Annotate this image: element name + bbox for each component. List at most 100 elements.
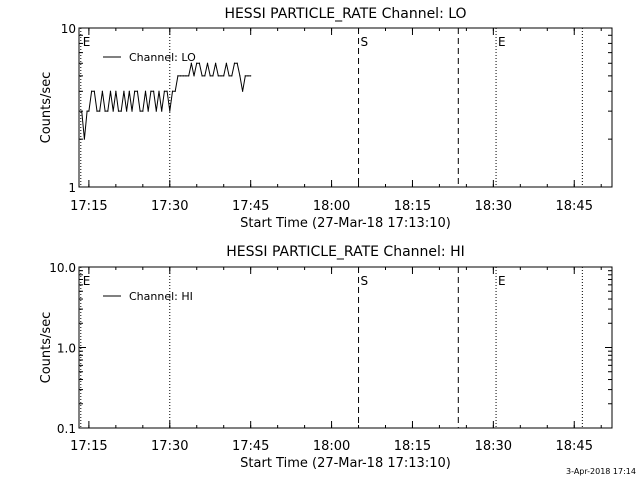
data-point [244,75,246,77]
x-tick-label: 17:30 [151,199,188,214]
data-point [171,90,174,92]
x-tick-label: 18:30 [475,439,512,454]
data-point [101,90,103,92]
data-point [193,75,195,77]
y-tick-label: 0.1 [57,422,76,436]
data-point [236,62,238,64]
event-marker-label: E [83,35,91,49]
data-point [115,90,117,92]
x-axis-label: Start Time (27-Mar-18 17:13:10) [240,456,451,471]
x-tick-label: 17:15 [70,199,107,214]
data-point [166,90,168,92]
data-point [169,110,171,112]
data-point [212,75,214,77]
data-point [233,62,236,64]
data-point [90,90,93,92]
legend-label: Channel: HI [129,290,193,303]
data-point [217,75,219,77]
data-point [204,75,206,77]
data-point [147,110,149,112]
data-point [209,75,211,77]
data-point [215,62,217,64]
data-point [206,62,209,64]
data-point [96,110,98,112]
data-point [163,90,165,92]
data-point [99,110,101,112]
y-axis-label: Counts/sec [39,312,54,384]
data-point [126,110,128,112]
plot-frame [78,27,613,188]
data-point [104,110,106,112]
data-point [134,90,136,92]
data-point [136,90,139,92]
data-point [179,75,182,77]
data-point [153,90,155,92]
data-point [107,110,109,112]
x-tick-label: 17:45 [232,439,269,454]
data-point [247,75,249,77]
data-point [177,75,179,77]
x-tick-label: 17:45 [232,199,269,214]
data-point [83,138,85,140]
data-point [142,110,144,112]
x-tick-label: 18:45 [556,439,593,454]
data-point [190,62,192,64]
x-tick-label: 18:15 [394,199,431,214]
event-marker-label: E [498,35,506,49]
data-point [112,110,114,112]
data-point [86,110,88,112]
x-tick-label: 17:30 [151,439,188,454]
event-marker-label: S [361,274,369,288]
event-marker-label: E [498,274,506,288]
data-point [201,75,203,77]
x-tick-label: 18:00 [313,439,350,454]
data-point [128,90,130,92]
hi-channel-panel: HESSI PARTICLE_RATE Channel: HI 17:15 17:3… [39,244,613,471]
data-point [155,110,157,112]
x-tick-label: 17:15 [70,439,107,454]
y-axis-label: Counts/sec [39,72,54,144]
data-point [241,90,244,92]
data-point [239,75,241,77]
event-marker-label: S [361,35,369,49]
data-point [196,62,198,64]
data-point [198,62,201,64]
data-point [250,75,252,77]
chart-title: HESSI PARTICLE_RATE Channel: LO [224,6,466,22]
data-point [220,75,222,77]
chart-title: HESSI PARTICLE_RATE Channel: HI [226,244,464,260]
data-point [182,75,184,77]
data-point [174,90,176,92]
x-tick-label: 18:45 [556,199,593,214]
data-point [223,75,225,77]
data-point [81,110,83,112]
series-line [81,62,251,140]
data-point [231,75,233,77]
x-axis-label: Start Time (27-Mar-18 17:13:10) [240,216,451,231]
y-tick-label: 1.0 [57,342,76,356]
data-point [139,110,141,112]
data-point [123,90,125,92]
y-tick-label: 10.0 [49,261,76,275]
event-marker-label: E [83,274,91,288]
data-point [120,110,122,112]
data-point [225,62,228,64]
data-point [185,75,187,77]
x-tick-label: 18:00 [313,199,350,214]
x-tick-label: 18:30 [475,199,512,214]
data-point [93,90,95,92]
data-point [144,90,147,92]
data-point [188,75,190,77]
data-point [109,90,112,92]
lo-channel-panel: HESSI PARTICLE_RATE Channel: LO 17:15 17:3… [39,6,613,231]
data-point [117,110,120,112]
data-point [161,110,163,112]
y-tick-label: 1 [68,181,76,195]
data-point [131,110,133,112]
data-point [158,90,160,92]
plot-timestamp: 3-Apr-2018 17:14 [566,467,636,476]
data-point [88,110,90,112]
legend-label: Channel: LO [129,51,196,64]
x-tick-label: 18:15 [394,439,431,454]
